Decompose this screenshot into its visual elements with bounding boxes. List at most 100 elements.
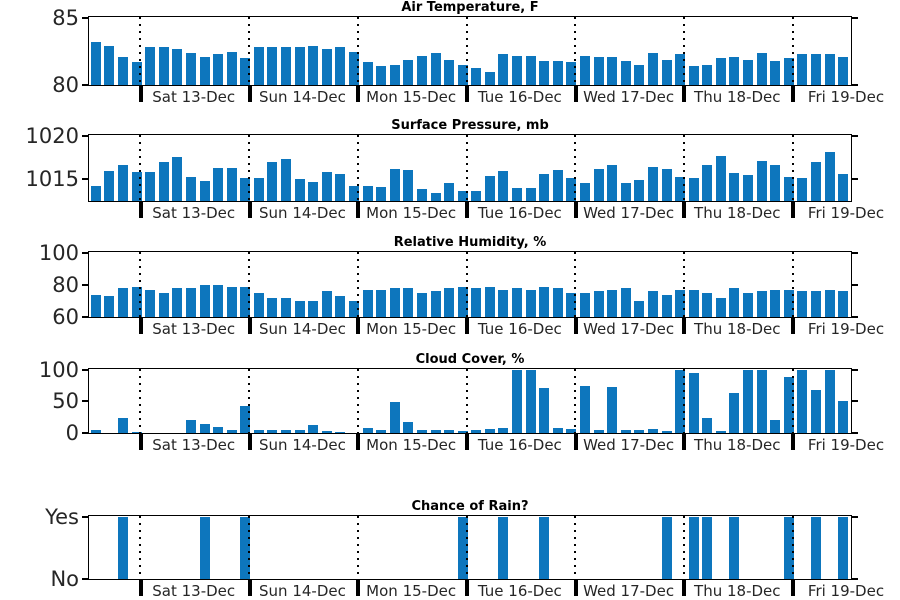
bar <box>145 47 156 85</box>
bar <box>321 291 332 317</box>
x-tick-label-day: Sun 14-Dec <box>259 436 346 454</box>
y-tick-mark-left <box>82 134 88 137</box>
bar <box>675 54 686 85</box>
bar <box>525 55 536 85</box>
y-tick-mark-left <box>82 431 88 434</box>
y-tick-label: Yes <box>45 504 79 529</box>
bar <box>267 47 278 85</box>
x-tick-label-day: Mon 15-Dec <box>366 320 457 338</box>
bar <box>661 431 672 433</box>
bar <box>131 172 142 201</box>
y-tick-label: 80 <box>52 72 79 97</box>
y-tick-label: 0 <box>65 420 79 445</box>
bar <box>552 427 563 433</box>
y-tick-label: 100 <box>38 357 79 382</box>
bar <box>593 430 604 433</box>
bar <box>647 167 658 201</box>
y-tick-mark-right <box>852 315 858 318</box>
bar <box>308 46 319 85</box>
bar <box>185 176 196 201</box>
y-tick-mark-left <box>82 16 88 19</box>
day-boundary-tick <box>573 202 578 218</box>
bar <box>281 47 292 85</box>
bar <box>267 297 278 317</box>
bar <box>199 517 210 579</box>
bar <box>539 60 550 85</box>
bar <box>335 431 346 433</box>
x-tick-label-day: Thu 18-Dec <box>694 436 781 454</box>
bar <box>824 54 835 85</box>
bar <box>90 42 101 85</box>
bar <box>308 424 319 433</box>
bar <box>185 419 196 433</box>
bar <box>335 47 346 85</box>
bar <box>756 291 767 317</box>
day-boundary-gridline <box>574 516 577 579</box>
x-tick-label-day: Wed 17-Dec <box>583 582 675 600</box>
bar <box>756 370 767 433</box>
bar <box>416 429 427 433</box>
bar <box>484 175 495 201</box>
bar <box>811 291 822 317</box>
bar <box>294 301 305 317</box>
bar <box>811 517 822 579</box>
bar <box>444 430 455 433</box>
y-tick-mark-right <box>852 400 858 402</box>
bar <box>498 54 509 85</box>
bar <box>607 165 618 201</box>
x-tick-label-day: Fri 19-Dec <box>807 436 885 454</box>
bar <box>688 517 699 579</box>
bar <box>811 162 822 201</box>
bar <box>226 286 237 317</box>
bar <box>226 168 237 201</box>
day-boundary-tick <box>138 318 143 334</box>
bar <box>213 285 224 317</box>
day-boundary-gridline <box>682 369 685 433</box>
day-boundary-gridline <box>574 369 577 433</box>
bar <box>131 286 142 317</box>
bar <box>444 182 455 201</box>
bar <box>457 190 468 201</box>
bar <box>416 293 427 317</box>
day-boundary-gridline <box>356 17 359 85</box>
day-boundary-gridline <box>791 17 794 85</box>
day-boundary-tick <box>465 86 469 102</box>
bar <box>117 165 128 201</box>
bar <box>539 286 550 317</box>
y-tick-mark-right <box>852 16 858 19</box>
bar <box>729 173 740 201</box>
day-boundary-tick <box>682 318 687 334</box>
bar <box>675 176 686 201</box>
bar <box>158 162 169 201</box>
y-tick-mark-right <box>852 177 858 180</box>
bar <box>348 51 359 85</box>
bar <box>783 517 794 579</box>
y-tick-label: 50 <box>52 389 79 413</box>
bar <box>525 370 536 433</box>
day-boundary-tick <box>465 580 469 596</box>
bar <box>457 286 468 317</box>
bar <box>743 370 754 433</box>
bar <box>702 417 713 433</box>
bar <box>498 170 509 201</box>
bar <box>213 427 224 433</box>
bar <box>661 168 672 201</box>
y-tick-mark-left <box>82 577 88 580</box>
bar <box>525 289 536 317</box>
bar <box>743 175 754 201</box>
day-boundary-gridline <box>139 17 142 85</box>
x-tick-label-day: Tue 16-Dec <box>477 436 562 454</box>
bar <box>675 370 686 433</box>
bar <box>647 429 658 433</box>
y-tick-mark-left <box>82 251 88 254</box>
bar <box>634 301 645 317</box>
bar <box>539 517 550 579</box>
day-boundary-gridline <box>248 516 251 579</box>
bar <box>335 174 346 201</box>
x-tick-label-day: Mon 15-Dec <box>366 436 457 454</box>
bar <box>783 289 794 317</box>
bar <box>512 188 523 201</box>
bar <box>158 47 169 85</box>
bar <box>634 180 645 201</box>
x-tick-label-day: Fri 19-Dec <box>807 204 885 222</box>
